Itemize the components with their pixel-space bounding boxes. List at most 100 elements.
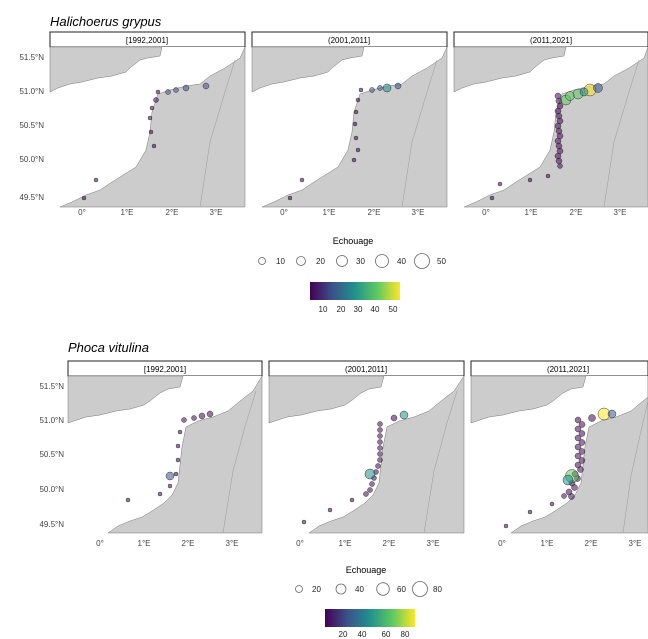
color-legend: 20 40 60 80	[339, 630, 410, 639]
stranding-point	[198, 412, 206, 420]
stranding-points	[81, 82, 617, 529]
color-legend-label: 30	[354, 305, 363, 314]
size-legend-label: 20	[312, 585, 321, 594]
x-tick-label: 1°E	[541, 539, 554, 548]
uk-landmass	[67, 375, 184, 424]
size-legend-label: 50	[437, 257, 446, 266]
y-tick-label: 50.0°N	[19, 155, 44, 164]
panel-label: (2001,2011]	[345, 365, 387, 374]
stranding-point	[503, 523, 509, 529]
stranding-point	[149, 105, 155, 111]
stranding-point	[81, 195, 87, 201]
stranding-point	[377, 427, 383, 433]
continent-landmass	[59, 46, 246, 208]
map-panel: [1992,2001]	[67, 360, 263, 534]
size-legend: 10 20 30 40 50	[258, 253, 446, 269]
stranding-point	[375, 463, 381, 469]
size-legend-label: 40	[355, 585, 364, 594]
stranding-point	[497, 181, 503, 187]
stranding-point	[301, 519, 307, 525]
x-tick-label: 0°	[498, 539, 506, 548]
stranding-point	[390, 414, 398, 422]
stranding-point	[549, 501, 555, 507]
map-panel: (2001,2011]	[251, 31, 448, 208]
y-tick-label: 49.5°N	[19, 193, 44, 202]
panel-label: (2001,2011]	[328, 36, 370, 45]
size-legend-label: 80	[433, 585, 442, 594]
y-tick-label: 51.0°N	[39, 416, 64, 425]
map-panel: [1992,2001]	[49, 31, 246, 208]
y-tick-label: 51.0°N	[19, 87, 44, 96]
uk-landmass	[268, 375, 385, 424]
stranding-point	[574, 425, 582, 433]
tick-row: 0° 1°E 2°E 3°E	[296, 539, 439, 548]
stranding-point	[568, 493, 575, 500]
stranding-point	[578, 457, 586, 464]
size-legend-circle	[335, 583, 347, 595]
size-legend-label: 40	[397, 257, 406, 266]
y-tick-label: 51.5°N	[19, 53, 44, 62]
size-legend-label: 10	[276, 257, 285, 266]
color-legend-label: 10	[319, 305, 328, 314]
stranding-point	[352, 121, 358, 127]
stranding-point	[578, 421, 586, 428]
stranding-point	[377, 445, 383, 451]
x-tick-label: 0°	[280, 208, 288, 217]
color-legend-label: 40	[358, 630, 367, 639]
stranding-point	[367, 487, 373, 493]
stranding-point	[206, 410, 214, 418]
stranding-point	[355, 97, 361, 103]
stranding-point	[527, 177, 533, 183]
panel-label: (2011,2021]	[530, 36, 572, 45]
stranding-point	[287, 195, 293, 201]
y-axis: 51.5°N 51.0°N 50.5°N 50.0°N 49.5°N	[39, 382, 64, 529]
stranding-point	[377, 439, 383, 445]
stranding-point	[327, 507, 333, 513]
map-panel: (2011,2021]	[470, 360, 648, 534]
stranding-point	[147, 115, 153, 121]
stranding-point	[167, 483, 173, 489]
stranding-point	[155, 89, 161, 95]
stranding-point	[175, 443, 181, 449]
species-title: Phoca vitulina	[68, 340, 149, 355]
color-legend-label: 40	[371, 305, 380, 314]
y-tick-label: 51.5°N	[39, 382, 64, 391]
size-legend-label: 30	[356, 257, 365, 266]
stranding-point	[489, 195, 495, 201]
color-legend-label: 20	[339, 630, 348, 639]
x-tick-label: 0°	[482, 208, 490, 217]
stranding-point	[353, 109, 359, 115]
stranding-point	[299, 177, 305, 183]
color-bar	[325, 609, 415, 627]
stranding-point	[355, 147, 361, 153]
legend-title: Echouage	[346, 565, 387, 575]
uk-landmass	[49, 46, 163, 93]
panel-label: (2011,2021]	[547, 365, 589, 374]
stranding-point	[165, 89, 171, 95]
panel-label: [1992,2001]	[144, 365, 186, 374]
x-tick-label: 3°E	[614, 208, 627, 217]
stranding-point	[202, 82, 210, 90]
stranding-point	[578, 439, 586, 446]
x-tick-label: 3°E	[427, 539, 440, 548]
stranding-point	[382, 83, 392, 93]
panel-label: [1992,2001]	[126, 36, 168, 45]
stranding-point	[377, 457, 383, 463]
stranding-point	[165, 471, 175, 481]
stranding-point	[151, 143, 157, 149]
x-tick-label: 2°E	[383, 539, 396, 548]
stranding-point	[191, 415, 197, 421]
color-legend-label: 50	[389, 305, 398, 314]
stranding-point	[574, 416, 582, 424]
size-legend-circle	[296, 256, 306, 266]
stranding-point	[369, 87, 375, 93]
x-tick-label: 3°E	[226, 539, 239, 548]
stranding-point	[377, 85, 383, 91]
y-tick-label: 49.5°N	[39, 520, 64, 529]
stranding-point	[545, 173, 551, 179]
y-tick-label: 50.0°N	[39, 485, 64, 494]
size-legend-label: 60	[397, 585, 406, 594]
x-tick-label: 2°E	[570, 208, 583, 217]
color-legend: 10 20 30 40 50	[319, 305, 398, 314]
color-legend-label: 60	[382, 630, 391, 639]
